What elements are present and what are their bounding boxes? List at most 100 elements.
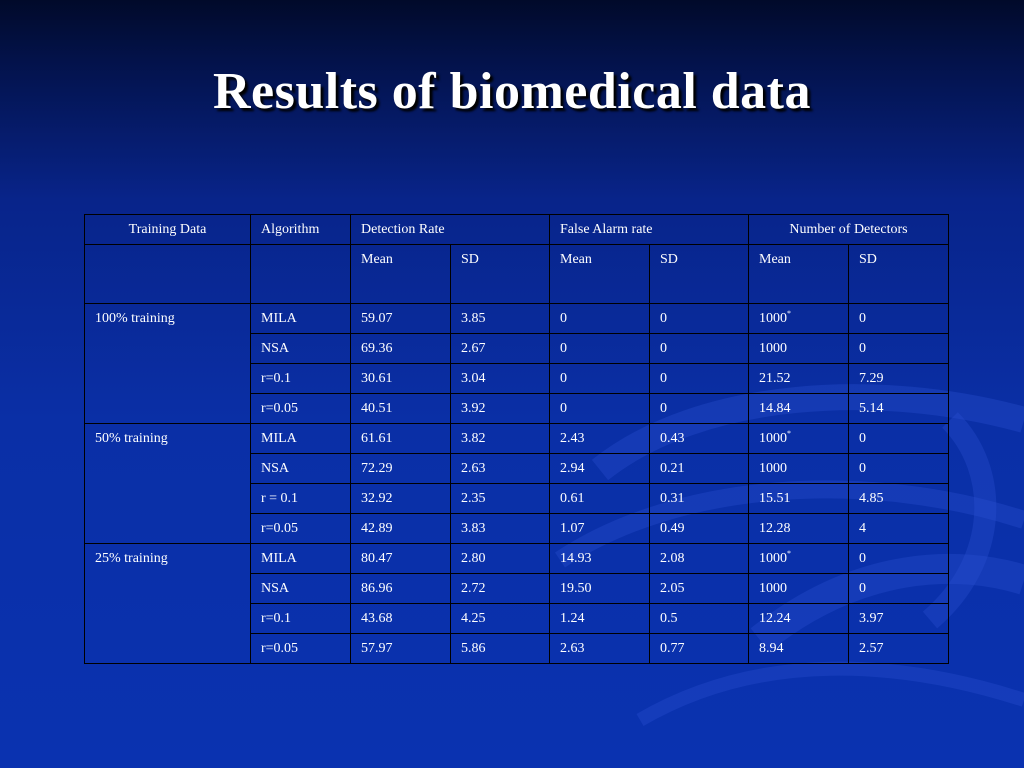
false-alarm-mean-cell: 0.61 — [549, 483, 650, 514]
detectors-mean-cell: 12.28 — [748, 513, 849, 544]
detection-rate-mean-cell: 42.89 — [350, 513, 451, 544]
detection-rate-mean-cell: 59.07 — [350, 303, 451, 334]
false-alarm-sd-cell: 0 — [649, 393, 749, 424]
detectors-mean-cell: 15.51 — [748, 483, 849, 514]
table-row: r=0.1 30.61 3.04 0 0 21.52 7.29 — [85, 363, 949, 394]
detection-rate-sd-cell: 3.04 — [450, 363, 550, 394]
detection-rate-sd-cell: 3.83 — [450, 513, 550, 544]
table-row: NSA 69.36 2.67 0 0 1000 0 — [85, 333, 949, 364]
header-row: Training Data Algorithm Detection Rate F… — [84, 214, 949, 245]
detectors-mean-value: 1000 — [759, 581, 787, 596]
detectors-sd-cell: 5.14 — [848, 393, 949, 424]
table-row: NSA 72.29 2.63 2.94 0.21 1000 0 — [85, 453, 949, 484]
training-data-cell: 100% training — [84, 303, 251, 424]
detectors-sd-cell: 0 — [848, 453, 949, 484]
false-alarm-sd-cell: 0.77 — [649, 633, 749, 664]
detection-rate-sd-cell: 3.92 — [450, 393, 550, 424]
detectors-mean-value: 12.28 — [759, 521, 791, 536]
false-alarm-mean-cell: 2.43 — [549, 423, 650, 454]
detection-rate-mean-cell: 86.96 — [350, 573, 451, 604]
detectors-mean-value: 21.52 — [759, 371, 791, 386]
false-alarm-mean-cell: 0 — [549, 393, 650, 424]
detectors-mean-value: 12.24 — [759, 611, 791, 626]
training-data-cell: 50% training — [84, 423, 251, 544]
algorithm-cell: NSA — [250, 453, 351, 484]
table-row: r=0.05 42.89 3.83 1.07 0.49 12.28 4 — [85, 513, 949, 544]
table-row: r = 0.1 32.92 2.35 0.61 0.31 15.51 4.85 — [85, 483, 949, 514]
detectors-sd-cell: 7.29 — [848, 363, 949, 394]
footnote-marker: * — [787, 549, 791, 558]
false-alarm-sd-cell: 2.08 — [649, 543, 749, 574]
false-alarm-mean-cell: 1.07 — [549, 513, 650, 544]
false-alarm-mean-cell: 1.24 — [549, 603, 650, 634]
detectors-mean-cell: 1000* — [748, 303, 849, 334]
footnote-marker: * — [787, 309, 791, 318]
algorithm-cell: MILA — [250, 303, 351, 334]
detectors-sd-cell: 0 — [848, 573, 949, 604]
header-false-alarm-rate: False Alarm rate — [549, 214, 749, 245]
algorithm-cell: NSA — [250, 333, 351, 364]
detection-rate-sd-cell: 2.67 — [450, 333, 550, 364]
detectors-sd-cell: 4.85 — [848, 483, 949, 514]
detectors-sd-cell: 0 — [848, 303, 949, 334]
subheader-nd-sd: SD — [848, 244, 949, 304]
false-alarm-sd-cell: 0 — [649, 363, 749, 394]
detection-rate-sd-cell: 3.82 — [450, 423, 550, 454]
subheader-dr-mean: Mean — [350, 244, 451, 304]
header-training-data: Training Data — [84, 214, 251, 245]
detectors-mean-value: 1000 — [759, 551, 787, 566]
false-alarm-mean-cell: 0 — [549, 303, 650, 334]
detection-rate-mean-cell: 61.61 — [350, 423, 451, 454]
table-row: 100% training MILA 59.07 3.85 0 0 1000* 0 — [84, 303, 949, 424]
false-alarm-sd-cell: 0.43 — [649, 423, 749, 454]
detectors-mean-cell: 1000* — [748, 543, 849, 574]
detectors-mean-cell: 21.52 — [748, 363, 849, 394]
false-alarm-sd-cell: 0.21 — [649, 453, 749, 484]
detectors-mean-cell: 14.84 — [748, 393, 849, 424]
false-alarm-mean-cell: 14.93 — [549, 543, 650, 574]
detectors-mean-value: 1000 — [759, 461, 787, 476]
algorithm-cell: r=0.1 — [250, 363, 351, 394]
false-alarm-sd-cell: 0.31 — [649, 483, 749, 514]
algorithm-cell: r=0.1 — [250, 603, 351, 634]
detection-rate-mean-cell: 43.68 — [350, 603, 451, 634]
algorithm-cell: r=0.05 — [250, 513, 351, 544]
false-alarm-mean-cell: 19.50 — [549, 573, 650, 604]
detectors-mean-value: 1000 — [759, 431, 787, 446]
slide-title: Results of biomedical data — [213, 63, 811, 120]
detectors-mean-value: 1000 — [759, 341, 787, 356]
algorithm-cell: MILA — [250, 423, 351, 454]
false-alarm-sd-cell: 2.05 — [649, 573, 749, 604]
detectors-sd-cell: 4 — [848, 513, 949, 544]
false-alarm-mean-cell: 0 — [549, 363, 650, 394]
false-alarm-sd-cell: 0.49 — [649, 513, 749, 544]
algorithm-cell: r=0.05 — [250, 393, 351, 424]
detection-rate-sd-cell: 5.86 — [450, 633, 550, 664]
detectors-mean-cell: 1000 — [748, 333, 849, 364]
detectors-sd-cell: 3.97 — [848, 603, 949, 634]
table-row: r=0.05 57.97 5.86 2.63 0.77 8.94 2.57 — [85, 633, 949, 664]
subheader-fa-mean: Mean — [549, 244, 650, 304]
detection-rate-mean-cell: 72.29 — [350, 453, 451, 484]
false-alarm-mean-cell: 2.63 — [549, 633, 650, 664]
algorithm-cell: MILA — [250, 543, 351, 574]
detection-rate-mean-cell: 32.92 — [350, 483, 451, 514]
header-number-of-detectors: Number of Detectors — [748, 214, 949, 245]
detectors-mean-value: 1000 — [759, 311, 787, 326]
detectors-sd-cell: 2.57 — [848, 633, 949, 664]
table-row: 50% training MILA 61.61 3.82 2.43 0.43 1000* 0 — [84, 423, 949, 544]
subheader-dr-sd: SD — [450, 244, 550, 304]
detection-rate-mean-cell: 80.47 — [350, 543, 451, 574]
detectors-mean-cell: 12.24 — [748, 603, 849, 634]
false-alarm-sd-cell: 0.5 — [649, 603, 749, 634]
detectors-mean-cell: 8.94 — [748, 633, 849, 664]
false-alarm-sd-cell: 0 — [649, 303, 749, 334]
detectors-mean-value: 15.51 — [759, 491, 791, 506]
results-table-container: Training Data Algorithm Detection Rate F… — [84, 214, 949, 664]
results-table: Training Data Algorithm Detection Rate F… — [84, 214, 949, 664]
subheader-fa-sd: SD — [649, 244, 749, 304]
detection-rate-sd-cell: 2.72 — [450, 573, 550, 604]
detectors-mean-cell: 1000 — [748, 453, 849, 484]
training-data-cell: 25% training — [84, 543, 251, 664]
algorithm-cell: r = 0.1 — [250, 483, 351, 514]
